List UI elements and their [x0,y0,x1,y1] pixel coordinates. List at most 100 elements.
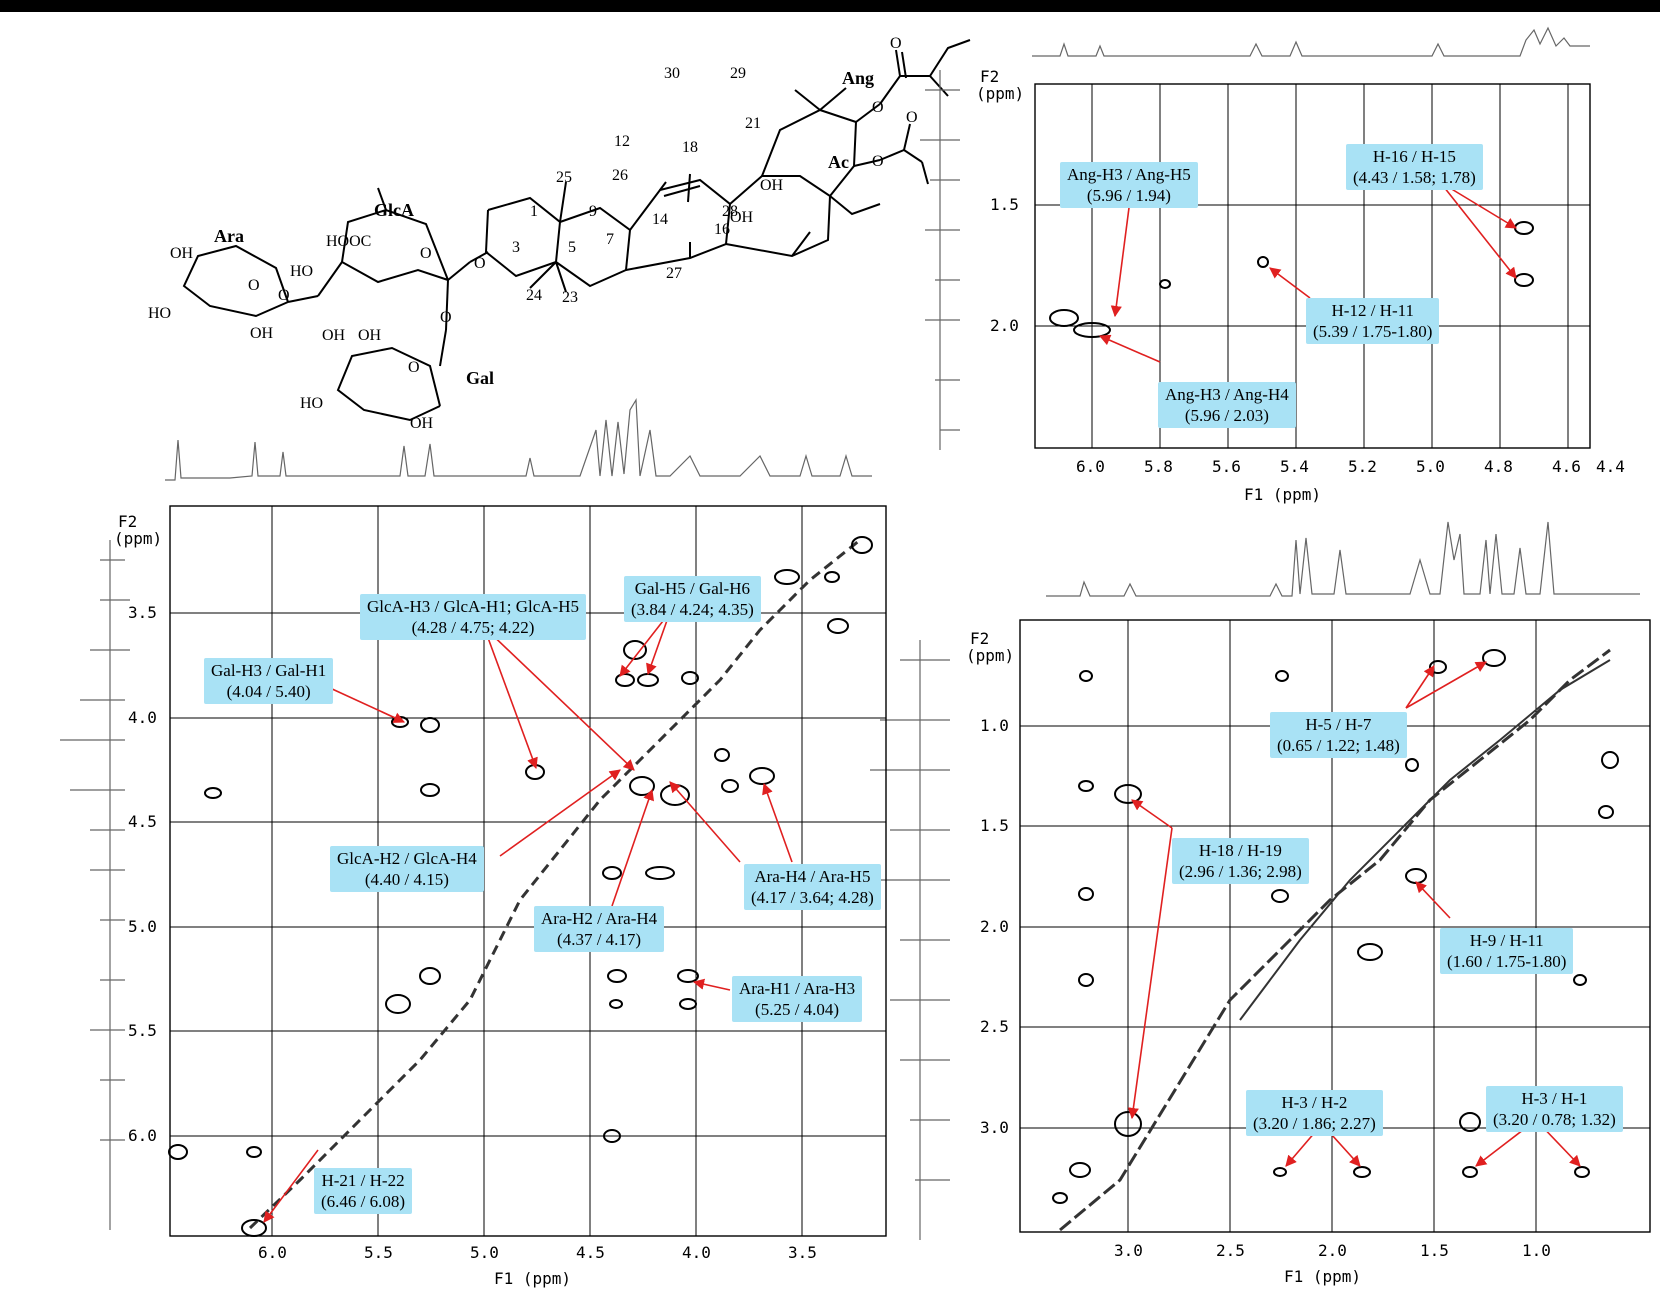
peak [681,671,699,685]
peak [1459,1112,1481,1132]
diagonal-peaks [248,538,1611,1232]
callout-line: H-18 / H-19 [1198,841,1282,860]
ring-e [761,108,858,197]
peak [1462,1166,1478,1178]
peak [1405,758,1419,772]
xtick-br: 1.0 [1522,1241,1551,1260]
svg-text:O: O [440,309,452,326]
label-oh-28: OH [760,177,784,194]
peak [1078,780,1094,792]
peak [1357,943,1383,961]
xtick-tr: 5.6 [1212,457,1241,476]
svg-text:O: O [408,359,420,376]
peak [1273,1167,1287,1177]
ytick-br: 2.5 [980,1017,1009,1036]
callout-h16-h15: H-16 / H-15 (4.43 / 1.58; 1.78) [1346,144,1483,190]
ytick-bl: 5.0 [128,917,157,936]
label-c26: 26 [612,167,628,184]
label-oh-ara-top: OH [170,245,194,262]
callout-line: (1.60 / 1.75-1.80) [1447,952,1567,971]
callout-line: (3.84 / 4.24; 4.35) [631,600,754,619]
f2-label-tr: F2 [980,67,999,86]
peak [1482,649,1506,667]
label-ho-ara: HO [148,305,171,322]
peak [1052,1192,1068,1204]
callout-ara-h4: Ara-H4 / Ara-H5 (4.17 / 3.64; 4.28) [744,864,881,910]
callout-line: (5.96 / 1.94) [1086,186,1171,205]
peak [1598,805,1614,819]
label-glca: GlcA [374,200,414,220]
callout-glca-h2: GlcA-H2 / GlcA-H4 (4.40 / 4.15) [330,846,484,892]
svg-text:O: O [420,245,432,262]
callout-line: H-3 / H-1 [1521,1089,1588,1108]
callout-gal-h5: Gal-H5 / Gal-H6 (3.84 / 4.24; 4.35) [624,576,761,622]
peak [1514,221,1534,235]
bottom-right-diagonal-2 [1239,659,1611,1021]
xtick-br: 3.0 [1114,1241,1143,1260]
ppm-label-bl: (ppm) [114,529,162,548]
callout-line: (2.96 / 1.36; 2.98) [1179,862,1302,881]
callout-line: (4.17 / 3.64; 4.28) [751,888,874,907]
label-c28: 28 [722,203,738,220]
peak [609,999,623,1009]
callout-line: Ara-H4 / Ara-H5 [754,867,871,886]
peak [645,866,675,880]
ytick-br: 1.0 [980,716,1009,735]
callout-line: H-3 / H-2 [1281,1093,1348,1112]
svg-text:O: O [872,99,884,116]
axis-top-right: F2 (ppm) 1.5 2.0 6.0 5.8 5.6 5.4 5.2 5.0… [976,67,1625,504]
ytick-bl: 6.0 [128,1126,157,1145]
callout-line: Ang-H3 / Ang-H5 [1067,165,1191,184]
peak [168,1144,188,1160]
svg-text:O: O [906,109,918,126]
ring-b [555,206,632,288]
ring-a [484,196,562,278]
ytick-bl: 5.5 [128,1021,157,1040]
figure-svg: Ara GlcA Gal Ang Ac 30 29 21 12 18 25 26… [60,26,1651,1288]
peak [851,536,873,554]
svg-text:O: O [278,287,290,304]
axis-bottom-right: F2 (ppm) 1.0 1.5 2.0 2.5 3.0 3.0 2.5 2.0… [966,629,1551,1286]
svg-text:O: O [474,255,486,272]
label-oh-gal-2: OH [410,415,434,432]
label-c5: 5 [568,239,576,256]
bottom-right-side-trace [870,640,950,1240]
peak [603,1129,621,1143]
callout-line: (0.65 / 1.22; 1.48) [1277,736,1400,755]
peak [607,969,627,983]
peak [827,618,849,634]
callout-line: (5.96 / 2.03) [1184,406,1269,425]
callout-h5-h7: H-5 / H-7 (0.65 / 1.22; 1.48) [1270,712,1407,758]
bottom-left-side-trace [60,540,130,1230]
f1-label-tr: F1 (ppm) [1244,485,1321,504]
callout-line: H-12 / H-11 [1331,301,1414,320]
ytick-tr: 1.5 [990,195,1019,214]
ytick-br: 2.0 [980,917,1009,936]
callout-line: (5.25 / 4.04) [755,1000,840,1019]
peak [204,787,222,799]
ppm-label-br: (ppm) [966,646,1014,665]
ytick-tr: 2.0 [990,316,1019,335]
xtick-bl: 5.5 [364,1243,393,1262]
annotation-arrows [263,181,1581,1223]
bottom-left-diagonal [248,538,861,1230]
label-oh-gal-6: OH [358,327,382,344]
callout-line: GlcA-H3 / GlcA-H1; GlcA-H5 [367,597,579,616]
xtick-br: 2.0 [1318,1241,1347,1260]
label-c1: 1 [530,203,538,220]
label-ho-glca: HO [290,263,313,280]
xtick-tr: 5.0 [1416,457,1445,476]
xtick-tr: 5.4 [1280,457,1309,476]
bottom-right-diagonal [1059,648,1611,1232]
callout-h21-h22: H-21 / H-22 (6.46 / 6.08) [314,1168,413,1214]
xtick-tr: 4.6 [1552,457,1581,476]
cross-peaks [168,221,1619,1237]
xtick-bl: 5.0 [470,1243,499,1262]
label-c24: 24 [526,287,542,304]
peak [241,1219,267,1237]
f1-label-br: F1 (ppm) [1284,1267,1361,1286]
label-gal: Gal [466,368,494,388]
peak [419,967,441,985]
peak [1073,322,1111,338]
